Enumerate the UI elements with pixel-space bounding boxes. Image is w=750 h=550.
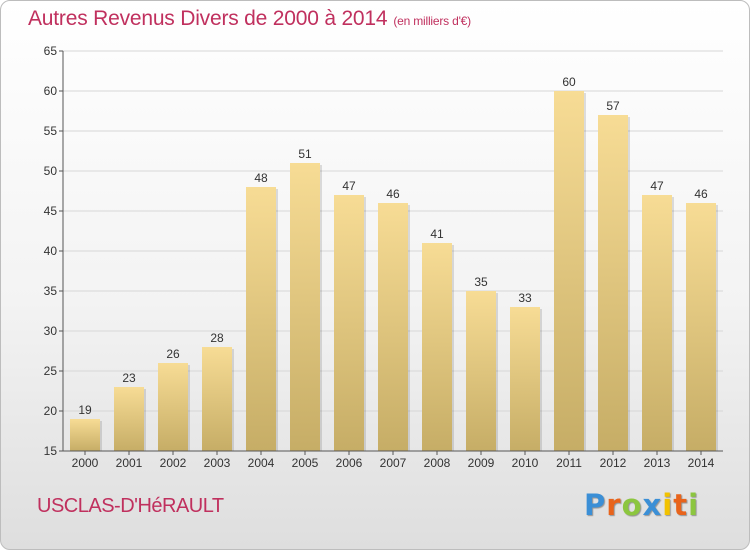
y-tick-label: 35	[44, 284, 58, 298]
bar	[378, 203, 408, 451]
x-tick-label: 2002	[160, 456, 187, 470]
logo-letter: x	[642, 488, 663, 522]
logo-letter: i	[688, 488, 700, 522]
bars	[70, 91, 718, 451]
y-tick-label: 25	[44, 364, 58, 378]
bar-value-label: 47	[650, 179, 664, 193]
bar-value-label: 41	[430, 227, 444, 241]
bar-value-label: 60	[562, 75, 576, 89]
y-tick-label: 50	[44, 164, 58, 178]
proxiti-logo: Proxiti	[584, 488, 699, 522]
y-tick-label: 40	[44, 244, 58, 258]
x-tick-label: 2013	[644, 456, 671, 470]
chart-title-unit: (en milliers d'€)	[393, 14, 471, 28]
x-tick-label: 2005	[292, 456, 319, 470]
x-tick-label: 2006	[336, 456, 363, 470]
chart-title-text: Autres Revenus Divers de 2000 à 2014	[28, 7, 388, 30]
y-tick-label: 20	[44, 404, 58, 418]
y-tick-label: 30	[44, 324, 58, 338]
y-tick-label: 45	[44, 204, 58, 218]
y-tick-label: 55	[44, 124, 58, 138]
bar	[422, 243, 452, 451]
x-tick-label: 2014	[688, 456, 715, 470]
bar	[334, 195, 364, 451]
bar	[598, 115, 628, 451]
x-tick-label: 2010	[512, 456, 539, 470]
x-tick-label: 2009	[468, 456, 495, 470]
x-tick-label: 2011	[556, 456, 582, 470]
bar	[554, 91, 584, 451]
bar-value-label: 51	[298, 147, 312, 161]
bar	[510, 307, 540, 451]
x-tick-label: 2012	[600, 456, 627, 470]
chart-title: Autres Revenus Divers de 2000 à 2014 (en …	[28, 7, 471, 31]
x-tick-label: 2008	[424, 456, 451, 470]
bar-value-label: 26	[166, 347, 180, 361]
x-tick-label: 2003	[204, 456, 231, 470]
bar-value-label: 57	[606, 99, 620, 113]
y-tick-label: 15	[44, 444, 58, 458]
logo-letter: P	[584, 488, 607, 522]
commune-name: USCLAS-D'HéRAULT	[37, 495, 224, 517]
logo-letter: i	[662, 488, 674, 522]
x-tick-label: 2001	[116, 456, 143, 470]
bar	[114, 387, 144, 451]
logo-letter: t	[673, 488, 689, 522]
bar-value-label: 28	[210, 331, 224, 345]
logo-letter: o	[621, 488, 643, 522]
bar-value-label: 33	[518, 291, 532, 305]
x-tick-label: 2000	[72, 456, 99, 470]
bar	[642, 195, 672, 451]
y-tick-label: 65	[44, 44, 58, 58]
bar-value-label: 48	[254, 171, 268, 185]
y-tick-label: 60	[44, 84, 58, 98]
logo-letter: r	[606, 488, 622, 522]
bar-value-label: 46	[386, 187, 400, 201]
bar	[158, 363, 188, 451]
bar	[686, 203, 716, 451]
bar-value-label: 46	[694, 187, 708, 201]
bar-value-label: 35	[474, 275, 488, 289]
bar	[290, 163, 320, 451]
bar	[70, 419, 100, 451]
bar	[466, 291, 496, 451]
bar-value-label: 23	[122, 371, 136, 385]
axes	[59, 50, 723, 455]
bar-value-label: 47	[342, 179, 356, 193]
x-tick-label: 2004	[248, 456, 275, 470]
bar-value-label: 19	[78, 403, 92, 417]
bar	[202, 347, 232, 451]
x-tick-label: 2007	[380, 456, 407, 470]
labels: 15 20 25 30 35 40 45 50 55 60 65 19 2000 23 2001 26 2002…	[44, 44, 715, 470]
bar	[246, 187, 276, 451]
